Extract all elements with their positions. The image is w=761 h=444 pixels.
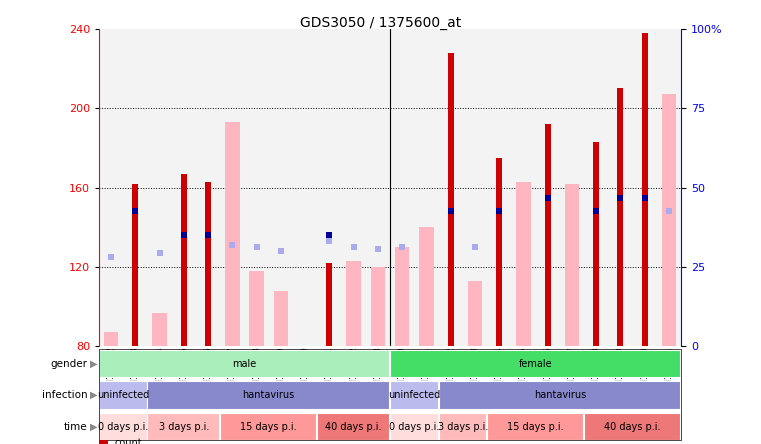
Bar xyxy=(225,122,240,346)
Text: ▶: ▶ xyxy=(90,422,97,432)
Bar xyxy=(269,29,293,346)
Bar xyxy=(132,184,139,346)
Bar xyxy=(293,29,317,346)
Text: infection: infection xyxy=(42,390,88,400)
Bar xyxy=(103,333,119,346)
Text: time: time xyxy=(64,422,88,432)
Bar xyxy=(371,267,385,346)
Bar xyxy=(467,281,482,346)
Bar xyxy=(342,29,366,346)
Bar xyxy=(661,94,677,346)
Text: ▶: ▶ xyxy=(90,359,97,369)
Bar xyxy=(205,182,211,346)
Bar xyxy=(565,184,579,346)
Bar xyxy=(123,29,148,346)
Bar xyxy=(608,29,632,346)
Text: 0 days p.i.: 0 days p.i. xyxy=(389,422,439,432)
Text: female: female xyxy=(519,359,552,369)
Bar xyxy=(560,29,584,346)
Bar xyxy=(511,29,536,346)
Bar xyxy=(447,53,454,346)
Bar xyxy=(220,29,244,346)
Text: ▶: ▶ xyxy=(90,390,97,400)
Bar xyxy=(250,271,264,346)
Bar xyxy=(419,227,434,346)
Text: gender: gender xyxy=(50,359,88,369)
Bar xyxy=(584,29,608,346)
Bar xyxy=(366,29,390,346)
Bar xyxy=(536,29,560,346)
Bar xyxy=(152,313,167,346)
Bar xyxy=(545,124,551,346)
Text: 0 days p.i.: 0 days p.i. xyxy=(98,422,148,432)
Bar xyxy=(181,174,187,346)
Bar xyxy=(496,158,502,346)
Bar xyxy=(244,29,269,346)
Bar xyxy=(395,247,409,346)
Bar xyxy=(617,88,623,346)
Bar xyxy=(657,29,681,346)
Bar xyxy=(172,29,196,346)
Text: 40 days p.i.: 40 days p.i. xyxy=(326,422,382,432)
Bar xyxy=(196,29,220,346)
Text: 40 days p.i.: 40 days p.i. xyxy=(604,422,661,432)
Bar xyxy=(414,29,438,346)
Bar xyxy=(632,29,657,346)
Bar xyxy=(274,291,288,346)
Text: uninfected: uninfected xyxy=(97,390,149,400)
Text: count: count xyxy=(114,438,142,444)
Bar xyxy=(390,29,414,346)
Text: 3 days p.i.: 3 days p.i. xyxy=(438,422,488,432)
Bar xyxy=(642,33,648,346)
Bar xyxy=(346,261,361,346)
Bar xyxy=(317,29,342,346)
Bar xyxy=(326,263,333,346)
Bar xyxy=(463,29,487,346)
Text: male: male xyxy=(232,359,256,369)
Text: GDS3050 / 1375600_at: GDS3050 / 1375600_at xyxy=(300,16,461,30)
Bar xyxy=(516,182,530,346)
Text: uninfected: uninfected xyxy=(388,390,441,400)
Text: 15 days p.i.: 15 days p.i. xyxy=(240,422,297,432)
Bar xyxy=(487,29,511,346)
Bar xyxy=(99,29,123,346)
Text: hantavirus: hantavirus xyxy=(533,390,586,400)
Bar xyxy=(438,29,463,346)
Text: 15 days p.i.: 15 days p.i. xyxy=(508,422,564,432)
Text: hantavirus: hantavirus xyxy=(243,390,295,400)
Text: 3 days p.i.: 3 days p.i. xyxy=(158,422,209,432)
Bar xyxy=(148,29,172,346)
Bar xyxy=(593,142,599,346)
